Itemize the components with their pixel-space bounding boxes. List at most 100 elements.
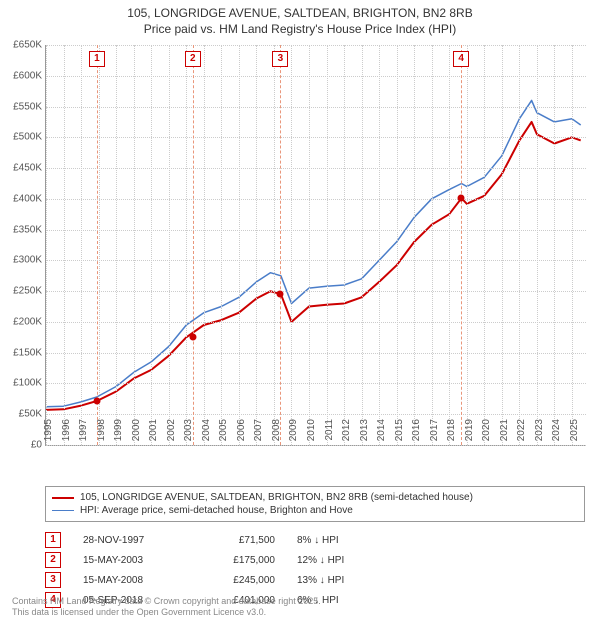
x-axis-label: 2013 bbox=[359, 419, 370, 449]
line-series-svg bbox=[46, 45, 586, 445]
x-gridline bbox=[291, 45, 292, 445]
x-axis-label: 2025 bbox=[569, 419, 580, 449]
x-gridline bbox=[397, 45, 398, 445]
x-gridline bbox=[554, 45, 555, 445]
chart-area: £0£50K£100K£150K£200K£250K£300K£350K£400… bbox=[45, 45, 585, 445]
x-axis-label: 2007 bbox=[253, 419, 264, 449]
sale-marker-line bbox=[97, 45, 98, 445]
sales-row-diff: 13% ↓ HPI bbox=[297, 575, 387, 586]
x-gridline bbox=[344, 45, 345, 445]
x-axis-label: 1995 bbox=[43, 419, 54, 449]
x-gridline bbox=[81, 45, 82, 445]
sale-marker-line bbox=[193, 45, 194, 445]
x-gridline bbox=[274, 45, 275, 445]
x-gridline bbox=[362, 45, 363, 445]
x-gridline bbox=[134, 45, 135, 445]
y-axis-label: £650K bbox=[4, 40, 42, 51]
legend-swatch-property bbox=[52, 497, 74, 499]
x-axis-label: 2002 bbox=[166, 419, 177, 449]
x-axis-label: 2023 bbox=[534, 419, 545, 449]
x-gridline bbox=[449, 45, 450, 445]
footnote: Contains HM Land Registry data © Crown c… bbox=[12, 596, 321, 618]
legend-label-hpi: HPI: Average price, semi-detached house,… bbox=[80, 505, 353, 516]
x-axis-label: 2019 bbox=[464, 419, 475, 449]
y-gridline bbox=[46, 353, 586, 354]
y-gridline bbox=[46, 45, 586, 46]
sales-row: 128-NOV-1997£71,5008% ↓ HPI bbox=[45, 530, 387, 550]
x-axis-label: 2009 bbox=[288, 419, 299, 449]
sales-row: 215-MAY-2003£175,00012% ↓ HPI bbox=[45, 550, 387, 570]
y-axis-label: £500K bbox=[4, 132, 42, 143]
chart-container: 105, LONGRIDGE AVENUE, SALTDEAN, BRIGHTO… bbox=[0, 0, 600, 620]
sales-row-diff: 8% ↓ HPI bbox=[297, 535, 387, 546]
sale-point bbox=[189, 334, 196, 341]
y-gridline bbox=[46, 414, 586, 415]
y-axis-label: £400K bbox=[4, 193, 42, 204]
x-axis-label: 2012 bbox=[341, 419, 352, 449]
footnote-line-1: Contains HM Land Registry data © Crown c… bbox=[12, 596, 321, 606]
sales-row-badge: 3 bbox=[45, 572, 61, 588]
x-gridline bbox=[204, 45, 205, 445]
y-gridline bbox=[46, 230, 586, 231]
sale-marker-line bbox=[280, 45, 281, 445]
x-gridline bbox=[186, 45, 187, 445]
y-gridline bbox=[46, 76, 586, 77]
x-axis-label: 2011 bbox=[324, 419, 335, 449]
y-gridline bbox=[46, 322, 586, 323]
sale-marker-badge: 4 bbox=[453, 51, 469, 67]
x-gridline bbox=[151, 45, 152, 445]
legend-swatch-hpi bbox=[52, 510, 74, 511]
plot-region: £0£50K£100K£150K£200K£250K£300K£350K£400… bbox=[45, 45, 586, 446]
x-axis-label: 2005 bbox=[218, 419, 229, 449]
x-gridline bbox=[169, 45, 170, 445]
x-axis-label: 2016 bbox=[411, 419, 422, 449]
y-gridline bbox=[46, 107, 586, 108]
y-axis-label: £100K bbox=[4, 378, 42, 389]
x-gridline bbox=[327, 45, 328, 445]
y-axis-label: £150K bbox=[4, 347, 42, 358]
x-gridline bbox=[432, 45, 433, 445]
sales-row-price: £245,000 bbox=[195, 575, 275, 586]
y-gridline bbox=[46, 168, 586, 169]
x-gridline bbox=[379, 45, 380, 445]
x-axis-label: 2006 bbox=[236, 419, 247, 449]
sale-marker-badge: 2 bbox=[185, 51, 201, 67]
x-gridline bbox=[64, 45, 65, 445]
x-gridline bbox=[309, 45, 310, 445]
legend-label-property: 105, LONGRIDGE AVENUE, SALTDEAN, BRIGHTO… bbox=[80, 492, 473, 503]
series-hpi bbox=[46, 100, 581, 406]
x-gridline bbox=[467, 45, 468, 445]
x-gridline bbox=[502, 45, 503, 445]
sales-row: 3 15-MAY-2008 £245,000 13% ↓ HPI bbox=[45, 570, 387, 590]
y-gridline bbox=[46, 291, 586, 292]
x-axis-label: 2022 bbox=[516, 419, 527, 449]
sale-marker-badge: 1 bbox=[89, 51, 105, 67]
y-axis-label: £300K bbox=[4, 255, 42, 266]
series-property bbox=[46, 122, 581, 410]
legend: 105, LONGRIDGE AVENUE, SALTDEAN, BRIGHTO… bbox=[45, 486, 585, 522]
x-axis-label: 2001 bbox=[148, 419, 159, 449]
title-line-1: 105, LONGRIDGE AVENUE, SALTDEAN, BRIGHTO… bbox=[127, 6, 472, 20]
y-gridline bbox=[46, 137, 586, 138]
sale-point bbox=[277, 291, 284, 298]
sales-row-date: 15-MAY-2003 bbox=[83, 555, 173, 566]
y-axis-label: £600K bbox=[4, 70, 42, 81]
y-axis-label: £250K bbox=[4, 286, 42, 297]
y-axis-label: £0 bbox=[4, 440, 42, 451]
x-axis-label: 2015 bbox=[394, 419, 405, 449]
x-gridline bbox=[116, 45, 117, 445]
sales-row-badge: 1 bbox=[45, 532, 61, 548]
sale-point bbox=[93, 398, 100, 405]
x-gridline bbox=[221, 45, 222, 445]
x-axis-label: 2000 bbox=[131, 419, 142, 449]
x-axis-label: 1996 bbox=[61, 419, 72, 449]
legend-item-hpi: HPI: Average price, semi-detached house,… bbox=[52, 504, 578, 517]
sales-row-price: £71,500 bbox=[195, 535, 275, 546]
y-gridline bbox=[46, 260, 586, 261]
sales-row-date: 15-MAY-2008 bbox=[83, 575, 173, 586]
y-axis-label: £200K bbox=[4, 316, 42, 327]
x-axis-label: 2020 bbox=[481, 419, 492, 449]
sales-row-diff: 12% ↓ HPI bbox=[297, 555, 387, 566]
x-axis-label: 2018 bbox=[446, 419, 457, 449]
legend-item-property: 105, LONGRIDGE AVENUE, SALTDEAN, BRIGHTO… bbox=[52, 491, 578, 504]
